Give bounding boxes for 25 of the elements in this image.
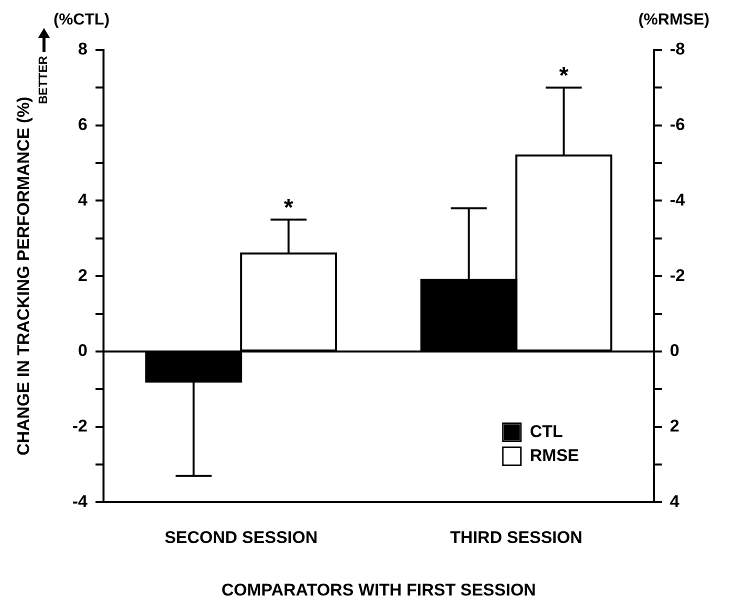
x-axis-title: COMPARATORS WITH FIRST SESSION: [221, 580, 536, 600]
y-tick-label: 0: [78, 341, 88, 360]
text: BETTER: [36, 56, 50, 104]
text: (%RMSE): [638, 11, 710, 28]
y-tick-label: -4: [72, 492, 88, 511]
y-tick-label: 6: [78, 115, 88, 134]
text: (%CTL): [54, 11, 110, 28]
y2-tick-label: -8: [670, 40, 686, 59]
y2-tick-label: 2: [670, 416, 680, 436]
y-tick-label: 2: [78, 266, 88, 285]
y2-tick-label: -6: [670, 115, 686, 134]
y-axis-title: CHANGE IN TRACKING PERFORMANCE (%): [14, 96, 33, 456]
annotation: *: [559, 62, 570, 90]
y-tick-label: -2: [72, 416, 88, 436]
legend-label: RMSE: [530, 446, 580, 465]
y2-tick-label: -2: [670, 266, 686, 285]
x-tick-label: THIRD SESSION: [450, 528, 582, 548]
y2-tick-label: -4: [670, 190, 686, 210]
legend-label: CTL: [530, 422, 563, 441]
x-tick-label: SECOND SESSION: [164, 528, 318, 548]
y2-tick-label: 4: [670, 492, 680, 511]
annotation: *: [284, 194, 294, 222]
y2-tick-label: 0: [670, 341, 680, 360]
y-tick-label: 8: [78, 40, 88, 59]
y-tick-label: 4: [78, 190, 88, 210]
